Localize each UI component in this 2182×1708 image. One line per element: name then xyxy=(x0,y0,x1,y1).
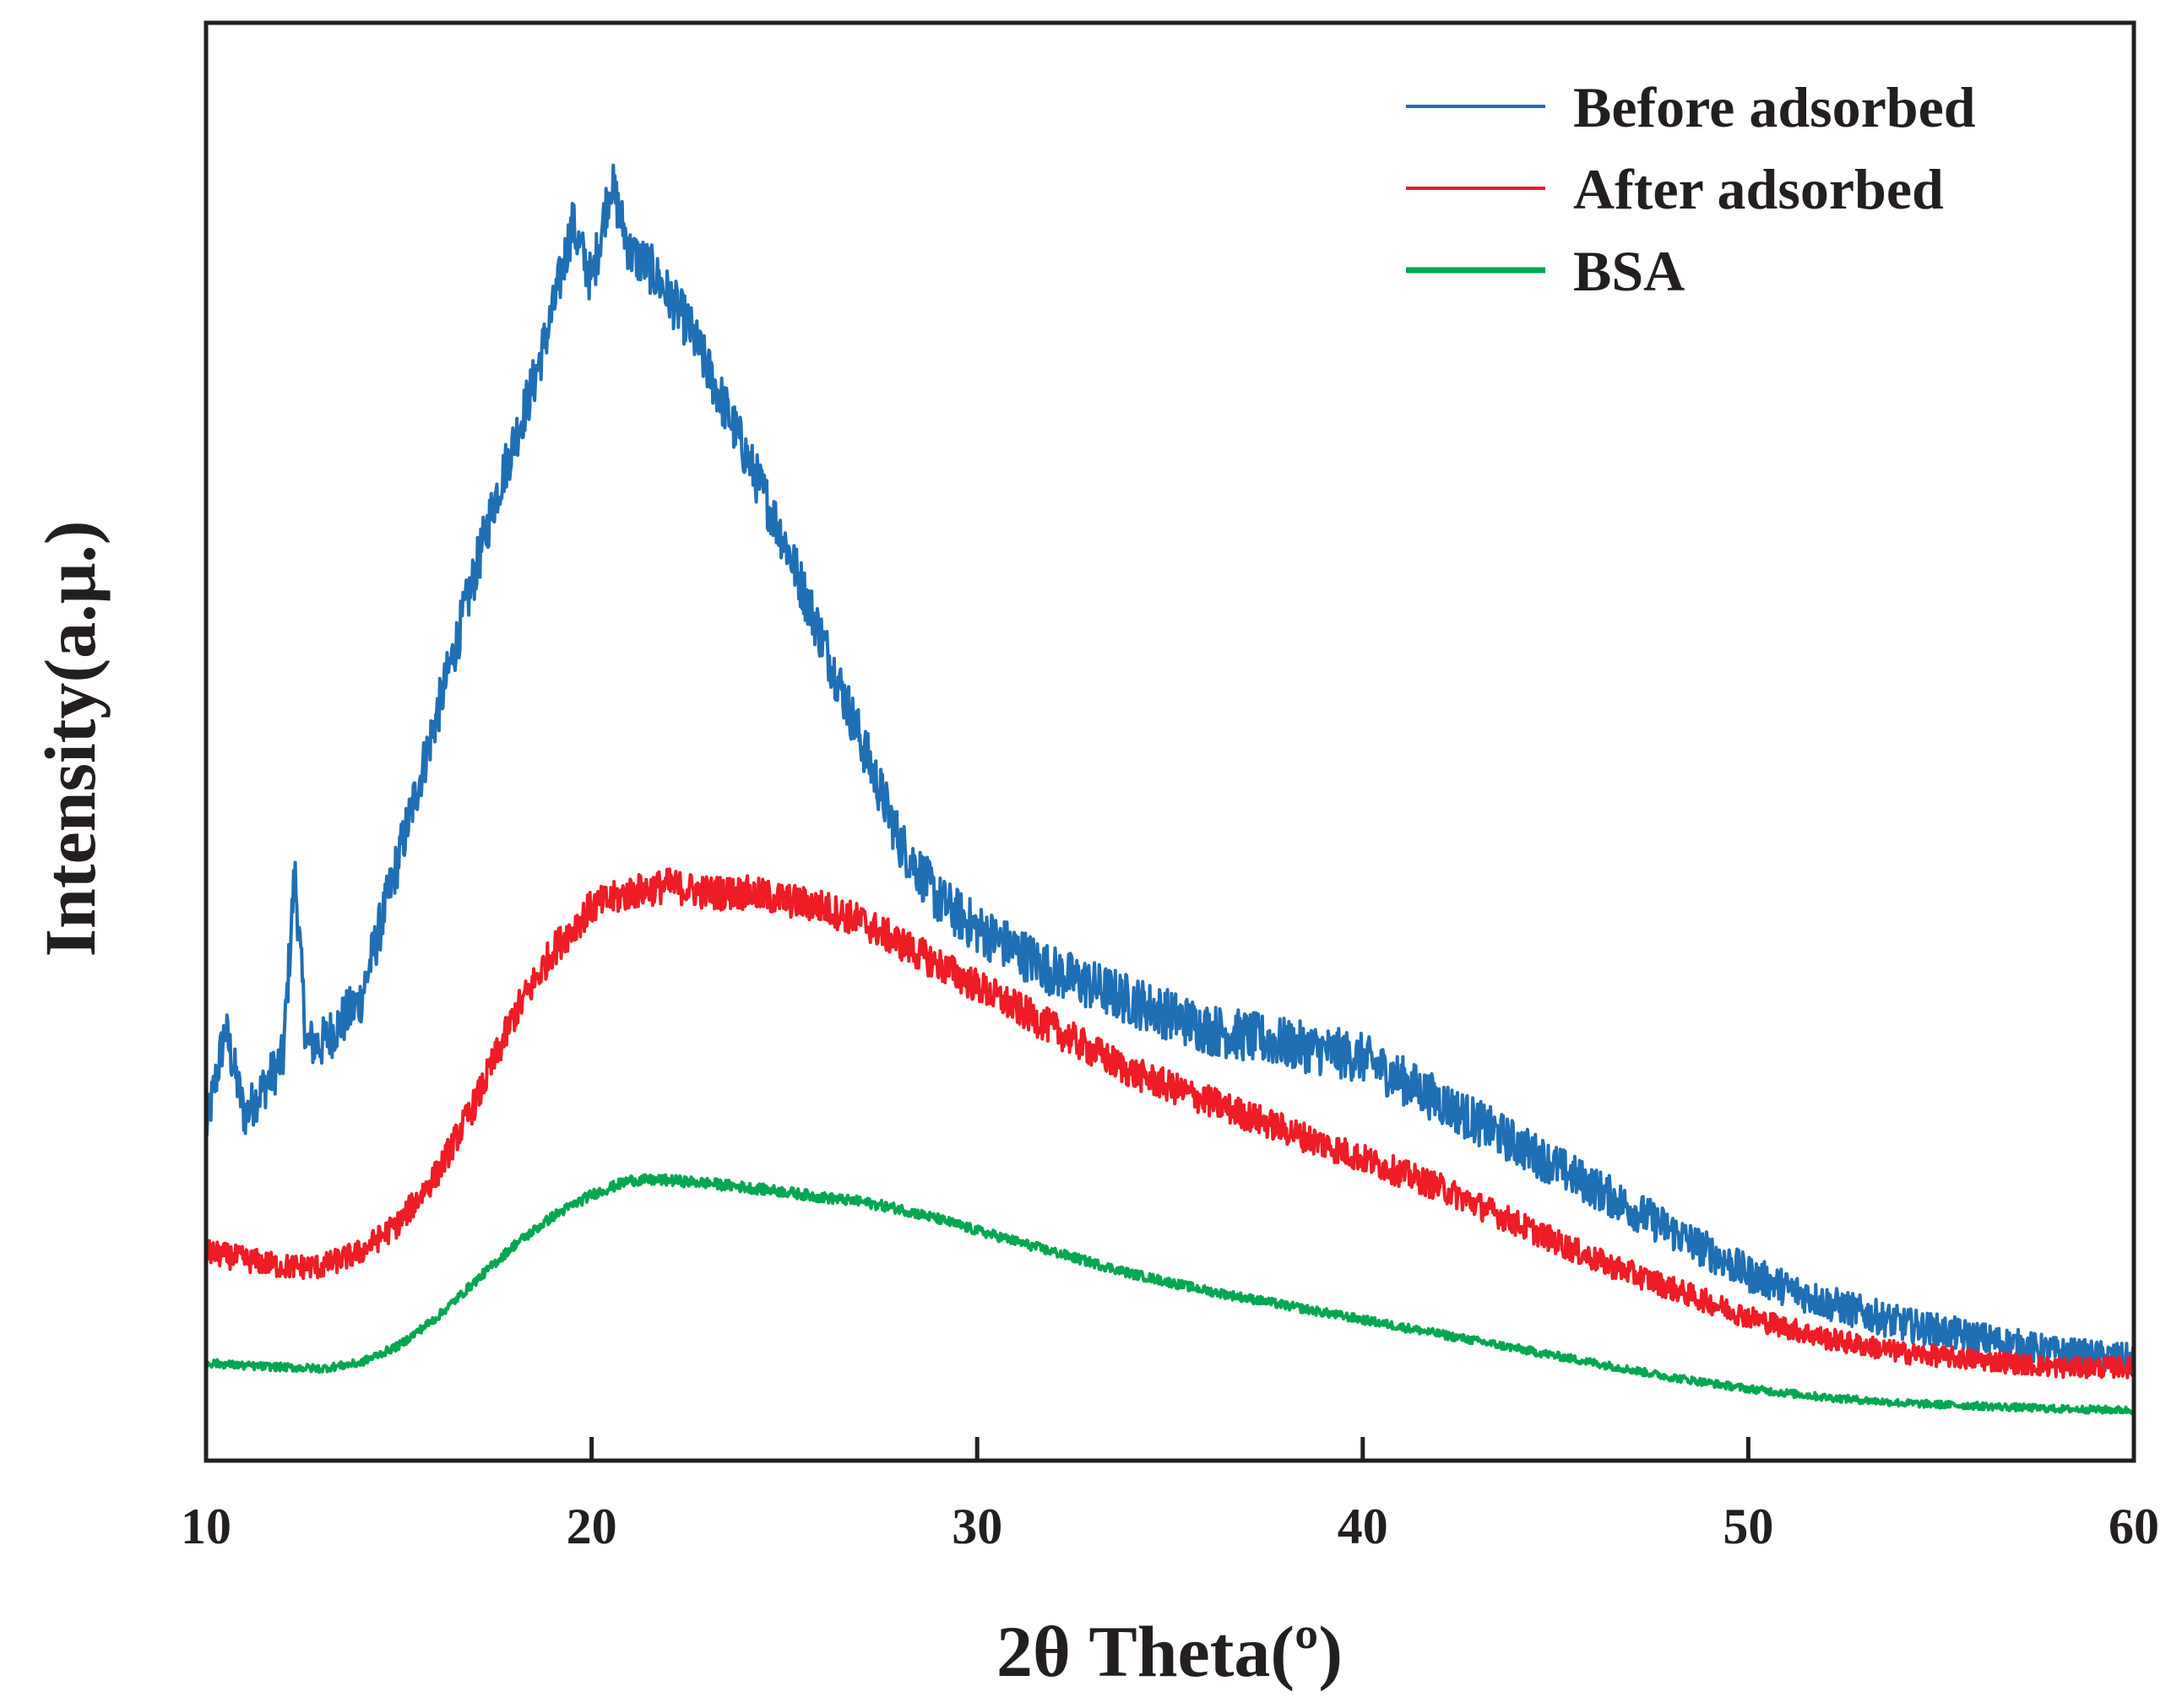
x-tick-label: 20 xyxy=(567,1499,617,1554)
plot-frame xyxy=(204,20,2136,1463)
legend-label: Before adsorbed xyxy=(1573,75,1976,139)
legend-label: BSA xyxy=(1573,239,1685,303)
series-line-before-adsorbed xyxy=(204,163,2136,1375)
x-tick-label: 50 xyxy=(1723,1499,1773,1554)
series-line-bsa xyxy=(204,1173,2135,1416)
x-tick-label: 10 xyxy=(181,1499,231,1554)
series-line-after-adsorbed xyxy=(204,867,2136,1380)
legend-label: After adsorbed xyxy=(1573,157,1944,221)
x-axis-label: 2θ Theta(º) xyxy=(996,1611,1343,1692)
legend: Before adsorbed After adsorbed BSA xyxy=(1406,75,1976,303)
y-axis-label: Intensity(a.μ.) xyxy=(30,521,111,957)
x-tick-label: 60 xyxy=(2109,1499,2159,1554)
x-tick-label: 30 xyxy=(952,1499,1002,1554)
x-tick-label: 40 xyxy=(1338,1499,1388,1554)
x-axis-ticks: 10 20 30 40 50 60 xyxy=(181,1437,2159,1554)
series-layer xyxy=(204,163,2136,1416)
